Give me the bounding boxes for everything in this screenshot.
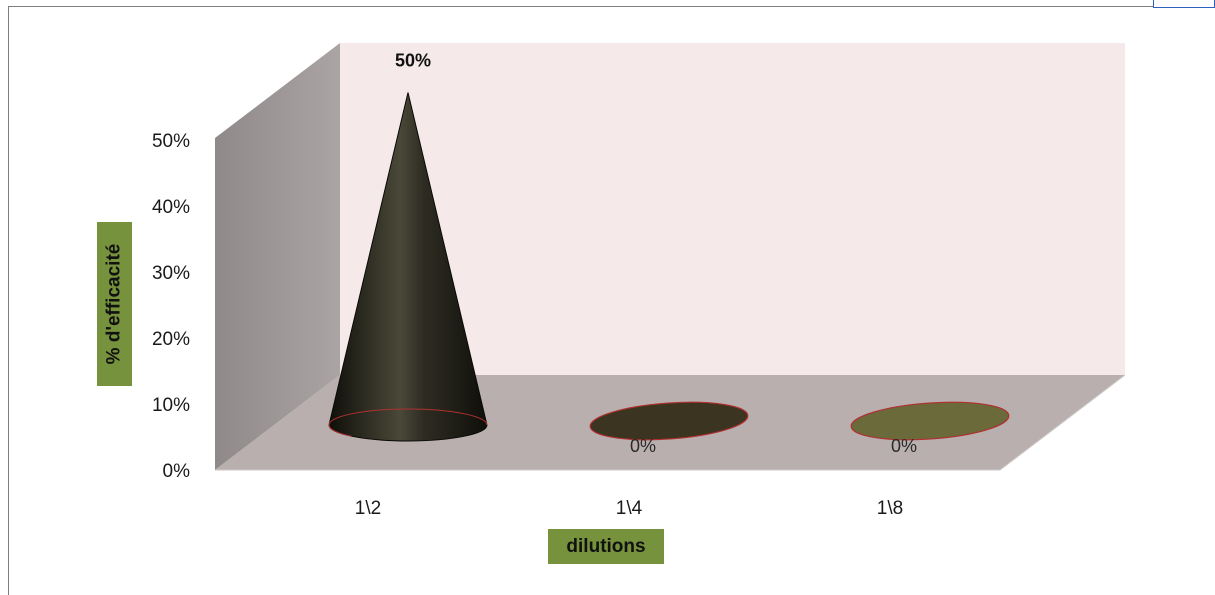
y-tick-label: 10%	[152, 395, 190, 416]
side-wall	[215, 43, 340, 470]
y-tick-label: 40%	[152, 197, 190, 218]
y-axis-ticks: 0% 10% 20% 30% 40% 50%	[152, 131, 190, 482]
x-tick-label: 1\4	[616, 498, 643, 519]
flat-cone-mark	[589, 401, 749, 441]
x-axis-title: dilutions	[548, 529, 664, 564]
data-label: 0%	[891, 436, 917, 456]
chart-frame	[8, 6, 1215, 595]
category-labels: 1\2 1\4 1\8	[355, 498, 903, 519]
floor-edge	[215, 374, 1126, 471]
back-wall	[340, 43, 1125, 375]
data-label: 50%	[395, 51, 431, 71]
flat-cone-mark	[850, 401, 1010, 441]
data-label: 0%	[630, 436, 656, 456]
cone-series: 50% 0% 0%	[328, 51, 1010, 456]
y-tick-label: 20%	[152, 329, 190, 350]
y-axis-title-text: % d'efficacité	[103, 243, 125, 365]
y-tick-label: 30%	[152, 263, 190, 284]
y-axis-title: % d'efficacité	[97, 222, 132, 386]
x-tick-label: 1\2	[355, 498, 381, 519]
cone-base-rim	[328, 408, 488, 442]
y-tick-label: 50%	[152, 131, 190, 152]
x-tick-label: 1\8	[877, 498, 903, 519]
y-tick-label: 0%	[163, 461, 191, 482]
